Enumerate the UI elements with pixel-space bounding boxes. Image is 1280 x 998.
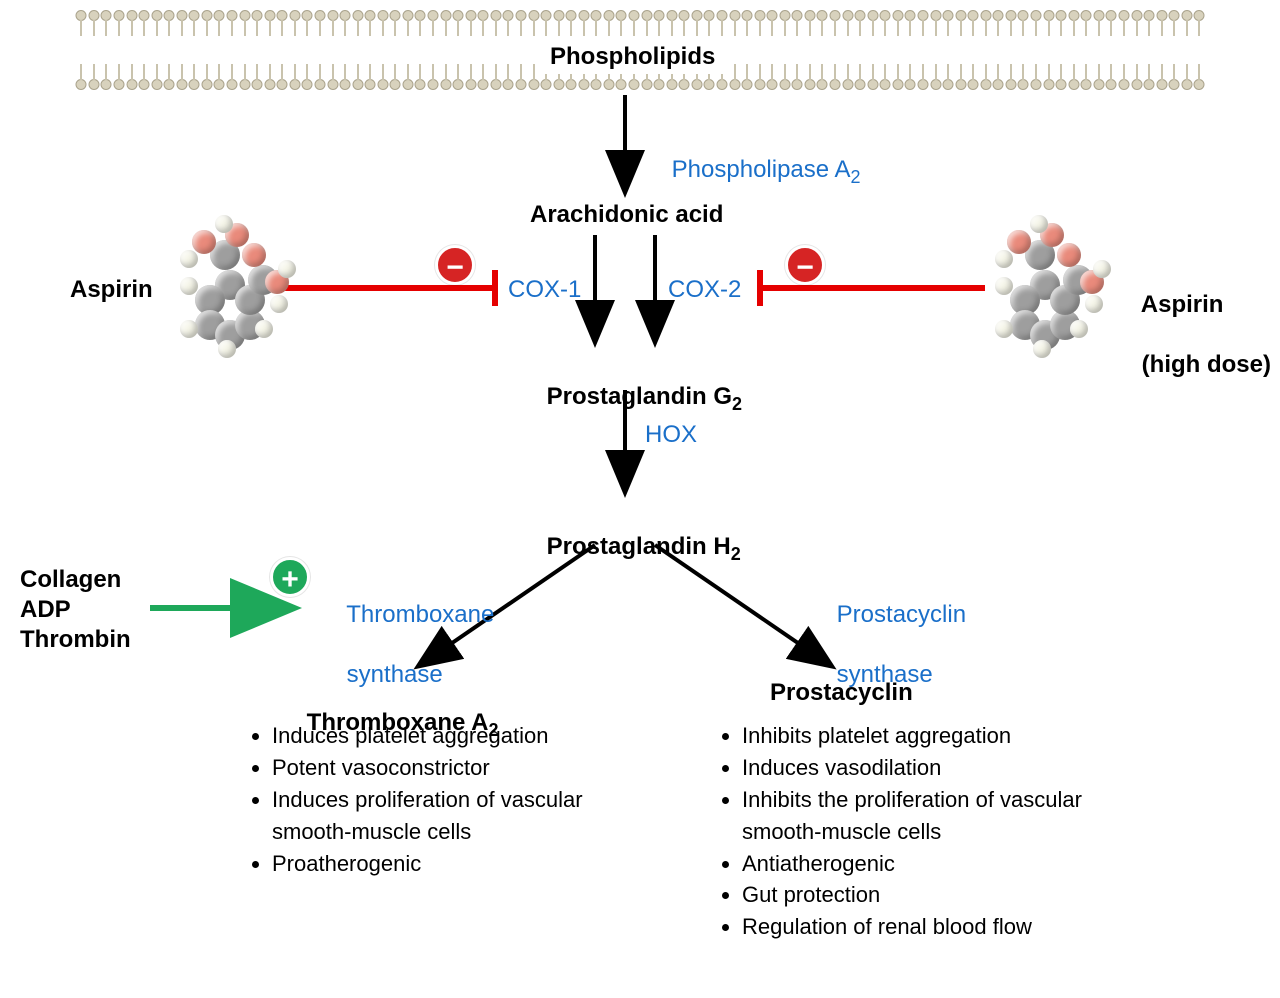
bullets-prostacyclin: Inhibits platelet aggregationInduces vas… (720, 720, 1120, 943)
bullet-item: Antiatherogenic (742, 848, 1120, 880)
label-activators-a: Collagen (20, 566, 121, 593)
label-aspirin-right-a: Aspirin (1141, 291, 1224, 318)
enzyme-cox1: COX-1 (508, 275, 581, 305)
label-aspirin-right: Aspirin (high dose) (1115, 260, 1271, 410)
minus-icon-right: − (785, 245, 825, 285)
bullet-item: Gut protection (742, 879, 1120, 911)
minus-icon-left: − (435, 245, 475, 285)
node-pgh2: Prostaglandin H2 (520, 502, 741, 595)
label-aspirin-right-b: (high dose) (1142, 351, 1271, 378)
bullet-item: Inhibits the proliferation of vascular s… (742, 784, 1120, 848)
bullets-txa2: Induces platelet aggregationPotent vasoc… (250, 720, 650, 879)
node-pgg2-sub: 2 (732, 394, 742, 414)
enzyme-tx-synthase-a: Thromboxane (346, 601, 494, 628)
label-activators: Collagen ADP Thrombin (20, 565, 131, 655)
plus-icon: + (270, 557, 310, 597)
node-prostacyclin: Prostacyclin (770, 678, 913, 708)
label-activators-c: Thrombin (20, 626, 131, 653)
label-activators-b: ADP (20, 596, 71, 623)
enzyme-pla2-sub: 2 (850, 167, 860, 187)
bullet-item: Induces proliferation of vascular smooth… (272, 784, 650, 848)
node-pgg2: Prostaglandin G2 (520, 352, 742, 445)
bullet-item: Regulation of renal blood flow (742, 911, 1120, 943)
enzyme-cox2: COX-2 (668, 275, 741, 305)
node-pgg2-text: Prostaglandin G (547, 383, 732, 410)
aspirin-molecule-left (170, 215, 290, 335)
label-aspirin-left: Aspirin (70, 275, 153, 305)
bullet-item: Proatherogenic (272, 848, 650, 880)
node-pgh2-sub: 2 (731, 544, 741, 564)
aspirin-molecule-right (985, 215, 1105, 335)
enzyme-pc-synthase-a: Prostacyclin (837, 601, 966, 628)
node-pgh2-text: Prostaglandin H (547, 533, 731, 560)
bullet-item: Potent vasoconstrictor (272, 752, 650, 784)
diagram-canvas: Phospholipids Ph (0, 0, 1280, 998)
bullet-item: Induces vasodilation (742, 752, 1120, 784)
enzyme-pla2-text: Phospholipase A (672, 156, 851, 183)
node-arachidonic: Arachidonic acid (530, 200, 723, 230)
bullet-item: Induces platelet aggregation (272, 720, 650, 752)
bullet-item: Inhibits platelet aggregation (742, 720, 1120, 752)
